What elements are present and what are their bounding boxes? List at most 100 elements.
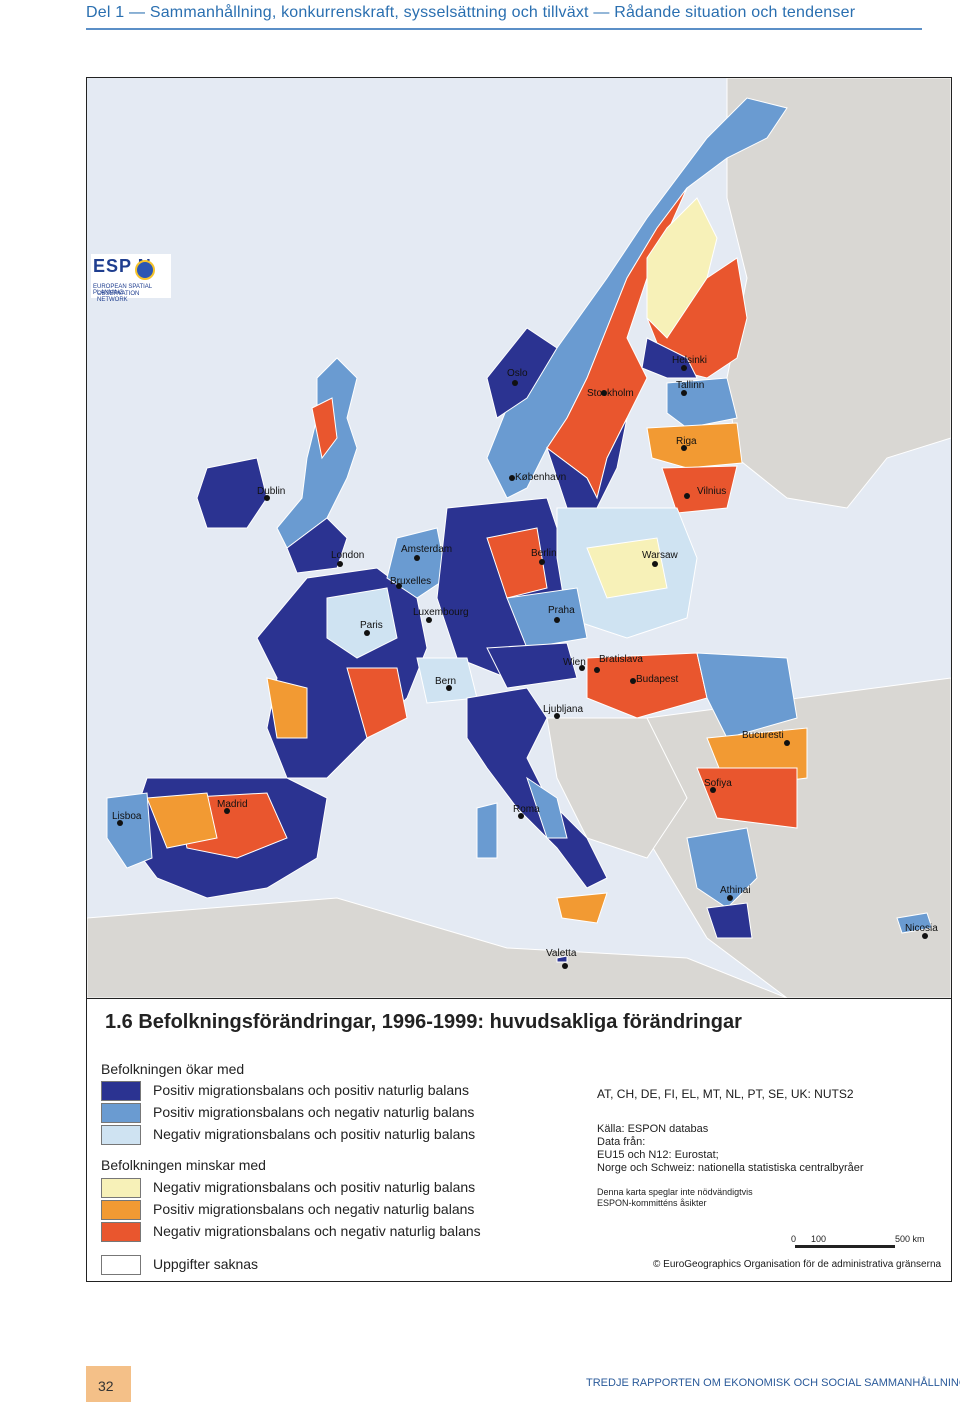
city-dot-dublin [264, 495, 270, 501]
region-latvia [646, 422, 743, 469]
city-dot-bruxelles [396, 583, 402, 589]
disclaimer-line: Denna karta speglar inte nödvändigtvis [597, 1187, 753, 1197]
nuts-note: AT, CH, DE, FI, EL, MT, NL, PT, SE, UK: … [597, 1087, 854, 1101]
region-ireland [196, 457, 268, 529]
copyright-note: © EuroGeographics Organisation för de ad… [653, 1259, 942, 1270]
region-czech [506, 587, 588, 649]
city-dot-london [337, 561, 343, 567]
city-label-roma: Roma [513, 804, 540, 815]
legend-swatch [101, 1255, 141, 1275]
region-france-west [266, 677, 308, 739]
legend-label: Positiv migrationsbalans och positiv nat… [153, 1082, 469, 1098]
balkans-land [546, 717, 688, 859]
city-markers: Helsinki Oslo Stockholm Tallinn Riga Køb… [112, 355, 938, 969]
legend-label: Negativ migrationsbalans och positiv nat… [153, 1179, 476, 1195]
page-number: 32 [98, 1378, 114, 1394]
legend-label: Negativ migrationsbalans och negativ nat… [153, 1223, 481, 1239]
region-london [286, 517, 348, 574]
scale-label-end: 500 km [895, 1234, 925, 1244]
city-dot-oslo [512, 380, 518, 386]
region-italy-center [526, 776, 568, 839]
scale-label-mid: 100 [811, 1234, 827, 1244]
europe-population-map: Helsinki Oslo Stockholm Tallinn Riga Køb… [86, 77, 952, 999]
north-africa-land [87, 897, 788, 998]
city-label-london: London [331, 550, 364, 561]
legend-group-increase: Befolkningen ökar med [101, 1061, 245, 1077]
region-sicily [556, 892, 608, 924]
legend-label: Uppgifter saknas [153, 1256, 259, 1272]
city-label-berlin: Berlin [531, 548, 557, 559]
city-label-madrid: Madrid [217, 799, 248, 810]
city-dot-bratislava [594, 667, 600, 673]
region-benelux [386, 527, 448, 599]
region-france-north [326, 587, 398, 659]
region-austria [486, 642, 578, 689]
city-dot-vilnius [684, 493, 690, 499]
region-romania-north [696, 652, 798, 739]
espon-logo-subtitle1: EUROPEAN SPATIAL PLANNING [93, 284, 152, 296]
region-norway-west [486, 327, 558, 419]
city-label-vilnius: Vilnius [697, 486, 726, 497]
city-label-athinai: Athinai [720, 885, 751, 896]
russia-land [726, 78, 951, 509]
region-france-center [346, 667, 408, 739]
city-dot-helsinki [681, 365, 687, 371]
legend-swatch [101, 1222, 141, 1242]
legend-label: Positiv migrationsbalans och negativ nat… [153, 1104, 475, 1120]
region-portugal [106, 792, 153, 869]
city-label-amsterdam: Amsterdam [401, 544, 452, 555]
city-label-bern: Bern [435, 676, 456, 687]
city-dot-stockholm [601, 390, 607, 396]
city-label-lisboa: Lisboa [112, 811, 142, 822]
city-dot-madrid [224, 808, 230, 814]
city-dot-luxembourg [426, 617, 432, 623]
legend-label: Positiv migrationsbalans och negativ nat… [153, 1201, 475, 1217]
city-dot-bucuresti [784, 740, 790, 746]
city-label-tallinn: Tallinn [676, 380, 704, 391]
city-label-sofiya: Sofiya [704, 778, 732, 789]
source-line: Källa: ESPON databas [597, 1123, 709, 1135]
legend-swatch [101, 1178, 141, 1198]
city-label-valetta: Valetta [546, 948, 577, 959]
city-label-kobenhavn: København [515, 472, 566, 483]
city-dot-ljubljana [554, 713, 560, 719]
city-dot-budapest [630, 678, 636, 684]
page-header-title: Del 1 — Sammanhållning, konkurrenskraft,… [86, 4, 856, 21]
city-dot-riga [681, 445, 687, 451]
disclaimer-line: ESPON-kommitténs åsikter [597, 1198, 707, 1208]
city-dot-athinai [727, 895, 733, 901]
region-uk-north [311, 397, 338, 460]
source-line: Norge och Schweiz: nationella statistisk… [597, 1162, 864, 1174]
region-athens [706, 902, 753, 939]
region-cyprus [896, 912, 933, 934]
region-germany-east [486, 527, 548, 599]
region-greece [686, 827, 758, 909]
source-line: EU15 och N12: Eurostat; [597, 1149, 719, 1161]
region-bulgaria [696, 767, 798, 829]
city-label-bucuresti: Bucuresti [742, 730, 784, 741]
legend-label: Negativ migrationsbalans och positiv nat… [153, 1126, 476, 1142]
map-svg: Helsinki Oslo Stockholm Tallinn Riga Køb… [87, 78, 951, 998]
page-number-box: 32 [86, 1366, 131, 1402]
city-label-helsinki: Helsinki [672, 355, 707, 366]
legend-swatch [101, 1081, 141, 1101]
city-label-dublin: Dublin [257, 486, 285, 497]
region-poland-center [586, 537, 668, 599]
region-malta [556, 955, 568, 963]
header-rule [86, 28, 922, 30]
city-dot-paris [364, 630, 370, 636]
city-label-riga: Riga [676, 436, 697, 447]
city-dot-nicosia [922, 933, 928, 939]
source-line: Data från: [597, 1136, 646, 1148]
city-label-praha: Praha [548, 605, 575, 616]
city-label-nicosia: Nicosia [905, 923, 938, 934]
city-dot-kobenhavn [509, 475, 515, 481]
city-label-bruxelles: Bruxelles [390, 576, 431, 587]
espon-logo: ESP N EUROPEAN SPATIAL PLANNING OBSERVAT… [91, 254, 171, 303]
region-hungary [586, 652, 708, 719]
city-dot-lisboa [117, 820, 123, 826]
city-label-ljubljana: Ljubljana [543, 704, 583, 715]
city-label-oslo: Oslo [507, 368, 528, 379]
legend-swatch [101, 1200, 141, 1220]
city-label-luxembourg: Luxembourg [413, 607, 469, 618]
